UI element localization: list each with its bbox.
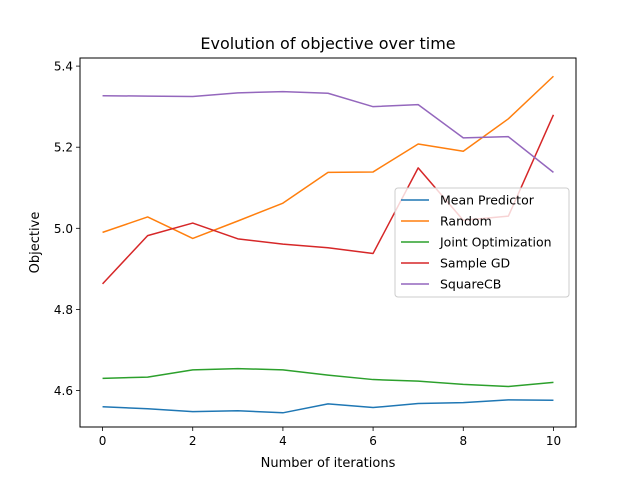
series-line-mean-predictor xyxy=(102,399,554,414)
legend-label: Joint Optimization xyxy=(439,235,552,250)
y-axis-label: Objective xyxy=(28,212,43,274)
x-tick-label: 10 xyxy=(546,434,561,448)
x-tick-label: 2 xyxy=(189,434,197,448)
x-tick-label: 6 xyxy=(369,434,377,448)
legend-label: Mean Predictor xyxy=(440,193,535,208)
x-axis: 0 2 4 6 8 10 xyxy=(99,427,561,448)
series-line-joint-optimization xyxy=(102,367,554,388)
x-tick-label: 8 xyxy=(459,434,467,448)
y-tick-label: 5.2 xyxy=(54,141,73,155)
x-tick-label: 0 xyxy=(99,434,107,448)
plot-frame xyxy=(79,57,577,428)
y-axis: 4.6 4.8 5.0 5.2 5.4 xyxy=(54,60,80,398)
series-line-random xyxy=(102,75,554,240)
x-tick-label: 4 xyxy=(279,434,287,448)
series-line-squarecb xyxy=(102,90,554,173)
y-tick-label: 5.4 xyxy=(54,60,73,74)
legend-label: SquareCB xyxy=(440,277,501,292)
y-tick-label: 5.0 xyxy=(54,222,73,236)
x-axis-label: Number of iterations xyxy=(261,456,396,471)
chart-title: Evolution of objective over time xyxy=(200,34,455,53)
legend-label: Sample GD xyxy=(440,256,510,271)
legend-label: Random xyxy=(440,214,492,229)
y-tick-label: 4.6 xyxy=(54,384,73,398)
y-tick-label: 4.8 xyxy=(54,303,73,317)
legend: Mean Predictor Random Joint Optimization Sa… xyxy=(394,187,570,298)
legend-box xyxy=(394,187,570,298)
